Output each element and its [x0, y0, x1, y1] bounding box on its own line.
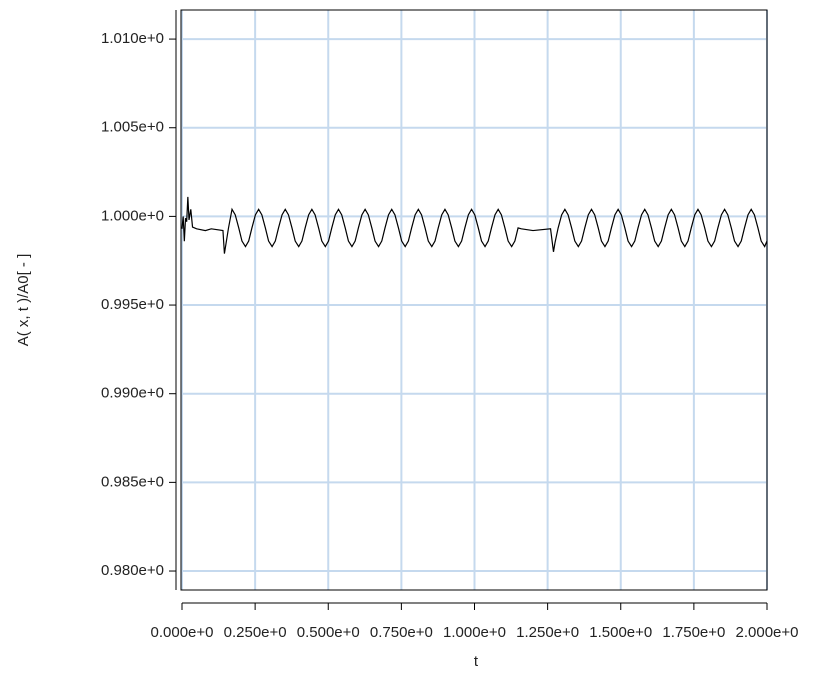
- y-tick-label: 0.980e+0: [101, 562, 164, 579]
- x-tick-label: 1.500e+0: [589, 624, 652, 641]
- y-tick-label: 0.995e+0: [101, 296, 164, 313]
- x-tick-label: 0.750e+0: [370, 624, 433, 641]
- x-tick-label: 0.250e+0: [224, 624, 287, 641]
- x-tick-label: 1.250e+0: [516, 624, 579, 641]
- y-tick-label: 1.010e+0: [101, 30, 164, 47]
- y-tick-label: 0.990e+0: [101, 385, 164, 402]
- x-tick-label: 2.000e+0: [736, 624, 799, 641]
- x-tick-label: 0.500e+0: [297, 624, 360, 641]
- y-tick-label: 0.985e+0: [101, 473, 164, 490]
- x-tick-label: 1.750e+0: [662, 624, 725, 641]
- x-axis-label: t: [474, 653, 479, 670]
- x-tick-label: 0.000e+0: [151, 624, 214, 641]
- x-tick-label: 1.000e+0: [443, 624, 506, 641]
- y-tick-label: 1.000e+0: [101, 207, 164, 224]
- y-axis-label: A( x, t )/A0[ - ]: [15, 254, 32, 347]
- y-tick-label: 1.005e+0: [101, 119, 164, 136]
- plot-frame: [180, 9, 768, 591]
- data-line: [181, 196, 768, 254]
